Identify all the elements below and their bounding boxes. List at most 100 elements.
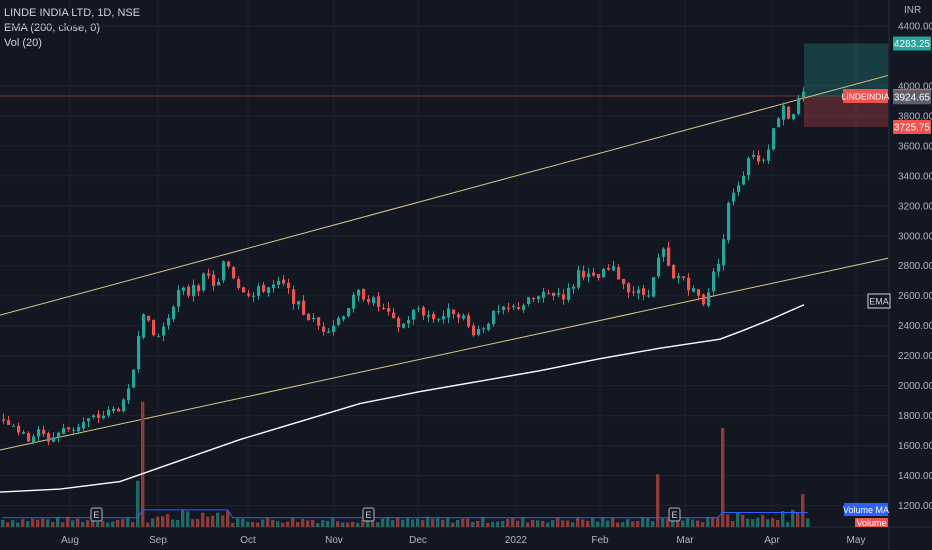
stop-price-tag (893, 120, 931, 135)
target-price-tag-text: 4283.25 (894, 39, 931, 50)
position-target-zone[interactable] (804, 43, 888, 98)
candle-body (697, 289, 701, 296)
candle-body (392, 312, 396, 319)
candle-body (522, 305, 526, 310)
candle-body (497, 311, 501, 313)
candle-body (87, 418, 91, 422)
volume-bar (406, 517, 410, 527)
volume-bar (446, 517, 450, 527)
y-tick-label: 4400.00 (898, 21, 932, 32)
volume-bar (66, 516, 70, 527)
candle-body (477, 328, 481, 335)
volume-bar (591, 518, 595, 527)
volume-bar (426, 516, 430, 527)
volume-bar (1, 519, 5, 527)
candle-body (142, 314, 146, 338)
candle-body (737, 185, 741, 192)
candle-body (62, 428, 66, 434)
volume-bar (686, 518, 690, 527)
candle-body (252, 295, 256, 297)
earnings-marker-label: E (365, 510, 371, 520)
candle-body (797, 97, 801, 115)
candle-body (217, 281, 221, 286)
volume-bar (416, 518, 420, 527)
volume-bar (586, 520, 590, 527)
earnings-marker-label: E (671, 510, 677, 520)
candle-body (687, 277, 691, 291)
volume-bar (276, 521, 280, 527)
candle-body (377, 296, 381, 307)
candle-body (192, 284, 196, 297)
lower-trend-line[interactable] (0, 257, 889, 451)
volume-bar (596, 521, 600, 527)
candle-body (672, 265, 676, 279)
volume-bar (261, 519, 265, 527)
candle-body (417, 308, 421, 310)
candle-body (722, 239, 726, 266)
volume-bar (336, 521, 340, 527)
volume-bar (71, 520, 75, 527)
candle-body (32, 436, 36, 443)
candle-body (72, 429, 76, 431)
volume-bar (676, 519, 680, 527)
ema-line[interactable] (0, 304, 805, 493)
ema-axis-tag (867, 293, 891, 309)
candle-body (442, 316, 446, 320)
candle-body (627, 283, 631, 293)
volume-bar (271, 519, 275, 527)
candle-body (682, 276, 686, 279)
candle-body (12, 425, 16, 427)
volume-bar (421, 520, 425, 527)
currency-label: INR (904, 5, 921, 16)
candle-body (47, 433, 51, 442)
candle-body (347, 308, 351, 317)
ema-indicator-title[interactable]: EMA (200, close, 0) (4, 22, 100, 34)
candle-body (467, 315, 471, 327)
volume-bar (101, 520, 105, 527)
volume-indicator-title[interactable]: Vol (20) (4, 37, 42, 49)
volume-bar (226, 510, 230, 527)
candle-body (422, 307, 426, 316)
candle-body (662, 248, 666, 257)
volume-bar (741, 514, 745, 527)
symbol-title[interactable]: LINDE INDIA LTD, 1D, NSE (4, 7, 141, 19)
earnings-marker[interactable] (668, 507, 681, 522)
volume-bar (431, 518, 435, 527)
candle-body (247, 293, 251, 296)
volume-bar (361, 520, 365, 527)
earnings-marker[interactable] (362, 507, 375, 522)
volume-bar (161, 516, 165, 527)
volume-bar (311, 519, 315, 527)
volume-bar (781, 511, 785, 527)
volume-bar (701, 522, 705, 527)
candle-body (162, 326, 166, 336)
volume-bar (681, 520, 685, 527)
volume-bar (246, 521, 250, 527)
volume-bar (41, 518, 45, 527)
x-tick-label: May (847, 535, 866, 546)
candle-body (412, 309, 416, 320)
earnings-marker[interactable] (90, 507, 103, 522)
candle-body (487, 323, 491, 330)
candle-body (212, 274, 216, 286)
volume-bar (476, 520, 480, 527)
candle-body (642, 288, 646, 295)
candle-body (27, 433, 31, 442)
candle-body (652, 277, 656, 297)
candle-body (112, 408, 116, 412)
volume-bar (106, 522, 110, 527)
candle-body (327, 331, 331, 333)
candle-body (232, 267, 236, 279)
candle-body (302, 300, 306, 315)
upper-trend-line[interactable] (0, 74, 889, 316)
volume-bar (791, 509, 795, 527)
candle-body (597, 274, 601, 278)
volume-bar (411, 519, 415, 527)
volume-bar (696, 520, 700, 527)
volume-bar (286, 521, 290, 527)
volume-bar (181, 509, 185, 527)
y-tick-label: 4000.00 (898, 81, 932, 92)
volume-bar (266, 517, 270, 527)
candle-body (552, 292, 556, 297)
